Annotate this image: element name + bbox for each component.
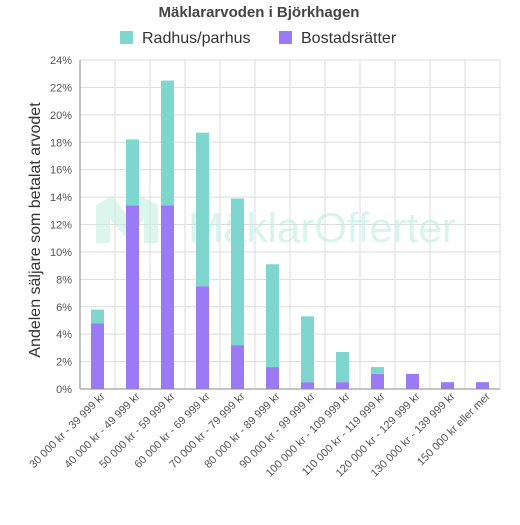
- legend-swatch: [279, 31, 292, 44]
- y-tick-label: 6%: [56, 302, 72, 314]
- bar-segment-radhus-parhus: [91, 309, 104, 324]
- bar-segment-radhus-parhus: [126, 139, 139, 206]
- bar-segment-bostadsr-tter: [476, 382, 489, 389]
- bar-segment-radhus-parhus: [371, 367, 384, 374]
- y-tick-label: 2%: [56, 357, 72, 369]
- watermark: MäklarOfferter: [96, 196, 456, 251]
- bars-layer: [91, 80, 489, 389]
- bar-segment-bostadsr-tter: [371, 373, 384, 389]
- bar-segment-radhus-parhus: [231, 198, 244, 346]
- legend-swatch: [120, 31, 133, 44]
- legend-label: Bostadsrätter: [301, 30, 397, 47]
- bar-segment-bostadsr-tter: [196, 286, 209, 389]
- bar-segment-radhus-parhus: [196, 132, 209, 287]
- y-tick-label: 14%: [50, 192, 72, 204]
- bar-segment-bostadsr-tter: [406, 373, 419, 389]
- y-axis-label: Andelen säljare som betalat arvodet: [27, 102, 44, 358]
- bar-segment-radhus-parhus: [266, 264, 279, 368]
- chart-title: Mäklararvoden i Björkhagen: [159, 4, 360, 21]
- bar-segment-bostadsr-tter: [126, 205, 139, 389]
- y-tick-label: 22%: [50, 82, 72, 94]
- y-tick-label: 16%: [50, 165, 72, 177]
- watermark-text: MäklarOfferter: [188, 204, 456, 251]
- bar-segment-bostadsr-tter: [336, 382, 349, 389]
- y-tick-label: 10%: [50, 247, 72, 259]
- bar-segment-bostadsr-tter: [161, 205, 174, 389]
- bar-segment-bostadsr-tter: [266, 367, 279, 389]
- legend: Radhus/parhus Bostadsrätter: [120, 30, 397, 47]
- y-tick-label: 4%: [56, 329, 72, 341]
- bar-segment-radhus-parhus: [336, 351, 349, 383]
- y-tick-label: 18%: [50, 137, 72, 149]
- bar-segment-bostadsr-tter: [231, 345, 244, 389]
- bar-segment-radhus-parhus: [161, 80, 174, 206]
- bar-segment-bostadsr-tter: [91, 323, 104, 389]
- y-tick-label: 12%: [50, 220, 72, 232]
- bar-segment-bostadsr-tter: [441, 382, 454, 389]
- y-tick-label: 24%: [50, 55, 72, 67]
- bar-segment-bostadsr-tter: [301, 382, 314, 389]
- legend-label: Radhus/parhus: [142, 30, 251, 47]
- y-tick-label: 20%: [50, 110, 72, 122]
- axis-layer: 0%2%4%6%8%10%12%14%16%18%20%22%24%30 000…: [27, 55, 500, 480]
- bar-segment-radhus-parhus: [301, 316, 314, 383]
- y-tick-label: 0%: [56, 384, 72, 396]
- y-tick-label: 8%: [56, 274, 72, 286]
